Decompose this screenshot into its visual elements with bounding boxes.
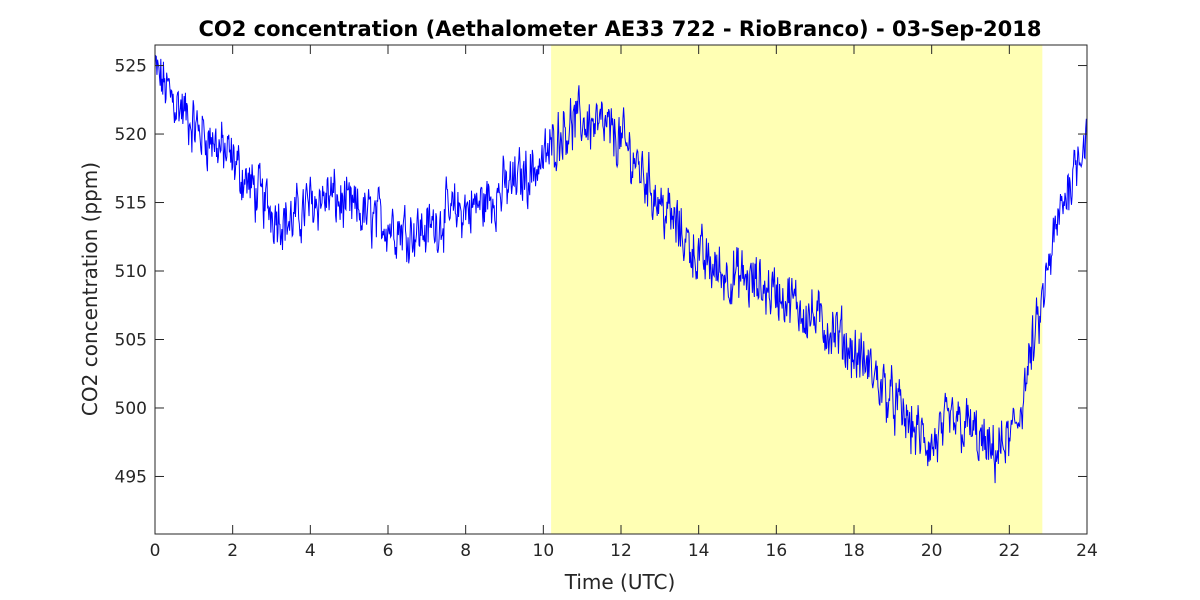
x-tick-label-24: 24 <box>1076 541 1098 561</box>
x-tick-label-10: 10 <box>533 541 555 561</box>
y-tick-label-505: 505 <box>115 330 147 350</box>
y-tick-label-515: 515 <box>115 194 147 214</box>
axis-ticks <box>154 45 1088 534</box>
highlighted-time-window <box>551 45 1043 534</box>
x-tick-label-20: 20 <box>921 541 943 561</box>
x-tick-label-4: 4 <box>305 541 316 561</box>
y-tick-label-510: 510 <box>115 262 147 282</box>
x-tick-label-8: 8 <box>460 541 471 561</box>
x-tick-label-2: 2 <box>227 541 238 561</box>
x-tick-label-14: 14 <box>688 541 710 561</box>
y-tick-label-525: 525 <box>115 57 147 77</box>
y-tick-label-520: 520 <box>115 125 147 145</box>
x-tick-label-6: 6 <box>383 541 394 561</box>
chart-title: CO2 concentration (Aethalometer AE33 722… <box>199 17 1042 41</box>
x-tick-label-22: 22 <box>999 541 1021 561</box>
x-tick-label-16: 16 <box>766 541 788 561</box>
tick-labels: 0 2 4 6 8 10 12 14 16 18 20 22 244955005055105155205… <box>115 57 1098 561</box>
x-tick-label-0: 0 <box>150 541 161 561</box>
plot-frame <box>154 44 1088 535</box>
y-axis-label: CO2 concentration (ppm) <box>78 162 102 416</box>
x-axis-label: Time (UTC) <box>564 570 676 594</box>
x-tick-label-12: 12 <box>610 541 632 561</box>
x-tick-label-18: 18 <box>843 541 865 561</box>
co2-series-line <box>154 54 1088 484</box>
y-tick-label-495: 495 <box>115 467 147 487</box>
y-tick-label-500: 500 <box>115 399 147 419</box>
